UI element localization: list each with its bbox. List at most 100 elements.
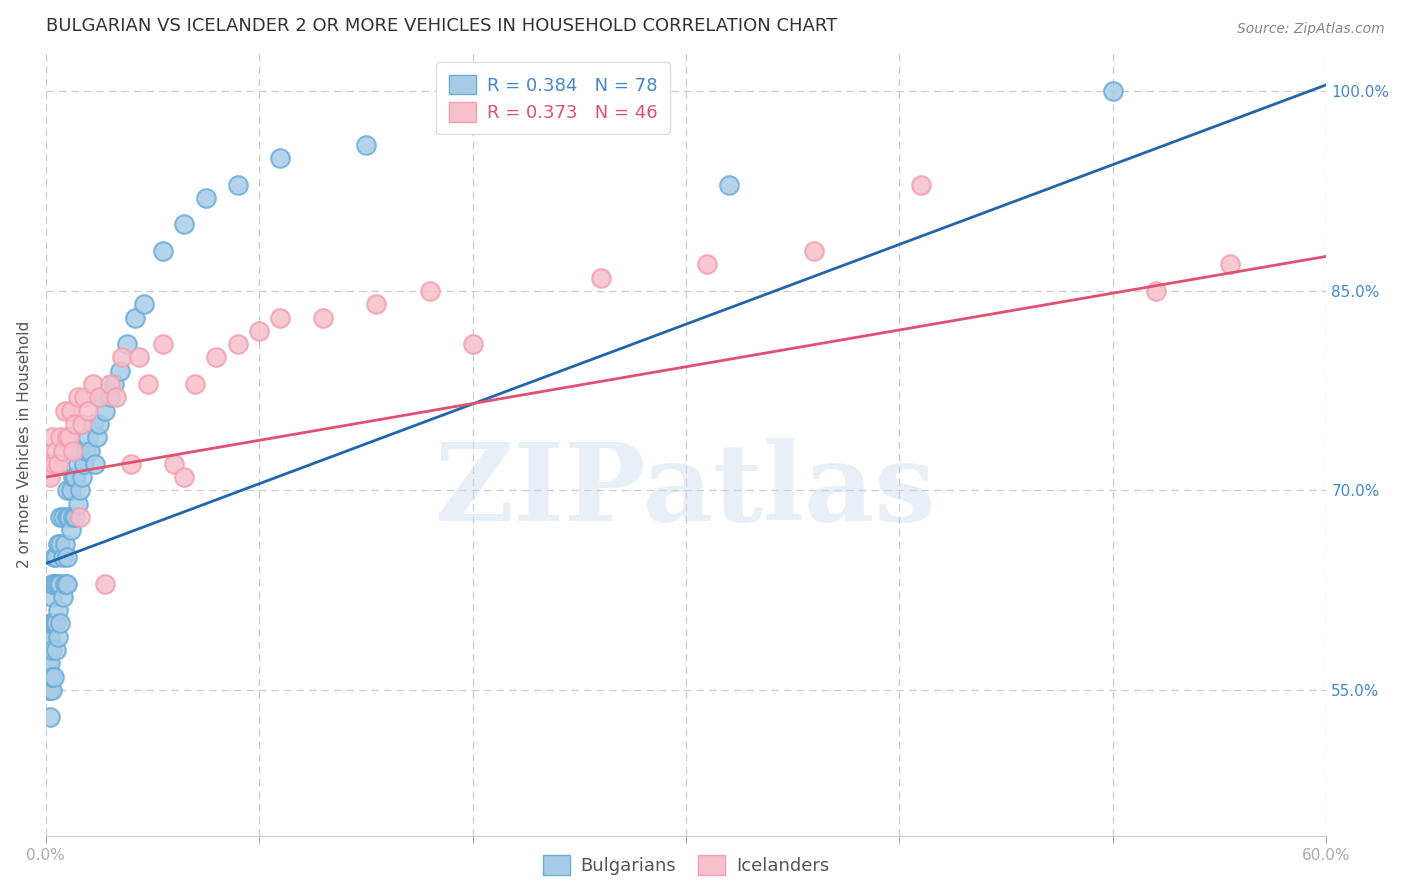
Point (62, 470, 84, 484)
Point (70, 470, 93, 484)
Point (53, 536, 76, 550)
Point (184, 377, 207, 392)
Point (132, 297, 155, 311)
Point (163, 457, 186, 471)
Point (419, 284, 441, 298)
Point (110, 364, 132, 378)
Point (60, 483, 83, 498)
Point (42, 576, 65, 591)
Point (56, 430, 79, 444)
Point (56, 483, 79, 498)
Point (38, 616, 60, 631)
Point (105, 390, 128, 404)
Point (66, 390, 89, 404)
Point (48, 603, 70, 617)
Point (38, 670, 60, 684)
Point (70, 417, 93, 431)
Point (120, 457, 142, 471)
Point (41, 616, 63, 631)
Point (38, 470, 60, 484)
Point (152, 337, 174, 351)
Point (42, 457, 65, 471)
Point (42, 549, 65, 564)
Point (75, 443, 97, 458)
Point (38, 630, 60, 644)
Point (910, 178, 932, 192)
Point (90, 390, 112, 404)
Point (73, 390, 96, 404)
Point (52, 510, 75, 524)
Point (48, 457, 70, 471)
Point (52, 549, 75, 564)
Point (696, 257, 718, 271)
Point (38, 709, 60, 723)
Point (124, 310, 146, 325)
Point (803, 244, 825, 258)
Point (37, 457, 59, 471)
Point (49, 536, 72, 550)
Point (205, 351, 228, 365)
Point (48, 576, 70, 591)
Point (82, 377, 104, 392)
Point (69, 483, 91, 498)
Point (226, 337, 249, 351)
Point (173, 218, 195, 232)
Point (58, 430, 80, 444)
Point (52, 590, 75, 604)
Text: BULGARIAN VS ICELANDER 2 OR MORE VEHICLES IN HOUSEHOLD CORRELATION CHART: BULGARIAN VS ICELANDER 2 OR MORE VEHICLE… (45, 17, 837, 35)
Point (86, 430, 108, 444)
Point (41, 430, 63, 444)
Point (62, 510, 84, 524)
Point (49, 430, 72, 444)
Point (41, 683, 63, 698)
Point (48, 536, 70, 550)
Point (49, 576, 72, 591)
Point (56, 510, 79, 524)
Point (49, 616, 72, 631)
Point (45, 443, 67, 458)
Point (111, 351, 134, 365)
Point (461, 337, 484, 351)
Point (87, 390, 110, 404)
Point (366, 297, 388, 311)
Point (226, 178, 249, 192)
Point (77, 430, 100, 444)
Point (41, 576, 63, 591)
Point (69, 443, 91, 458)
Point (717, 178, 740, 192)
Point (312, 310, 335, 325)
Point (45, 643, 67, 657)
Point (48, 630, 70, 644)
Point (98, 390, 121, 404)
Point (45, 576, 67, 591)
Point (66, 497, 89, 511)
Point (1219, 257, 1241, 271)
Point (58, 510, 80, 524)
Point (56, 576, 79, 591)
Point (354, 137, 377, 152)
Point (53, 576, 76, 591)
Point (269, 310, 291, 325)
Point (56, 549, 79, 564)
Point (37, 670, 59, 684)
Point (173, 470, 195, 484)
Point (73, 457, 96, 471)
Point (62, 443, 84, 458)
Point (42, 670, 65, 684)
Point (38, 657, 60, 671)
Point (65, 510, 87, 524)
Text: Source: ZipAtlas.com: Source: ZipAtlas.com (1237, 22, 1385, 37)
Point (45, 616, 67, 631)
Point (45, 549, 67, 564)
Point (65, 470, 87, 484)
Point (60, 403, 83, 417)
Point (37, 683, 59, 698)
Point (1102, 84, 1125, 98)
Point (37, 630, 59, 644)
Point (60, 524, 83, 538)
Point (194, 191, 217, 205)
Point (83, 457, 105, 471)
Point (247, 324, 270, 338)
Point (115, 337, 138, 351)
Point (94, 576, 117, 591)
